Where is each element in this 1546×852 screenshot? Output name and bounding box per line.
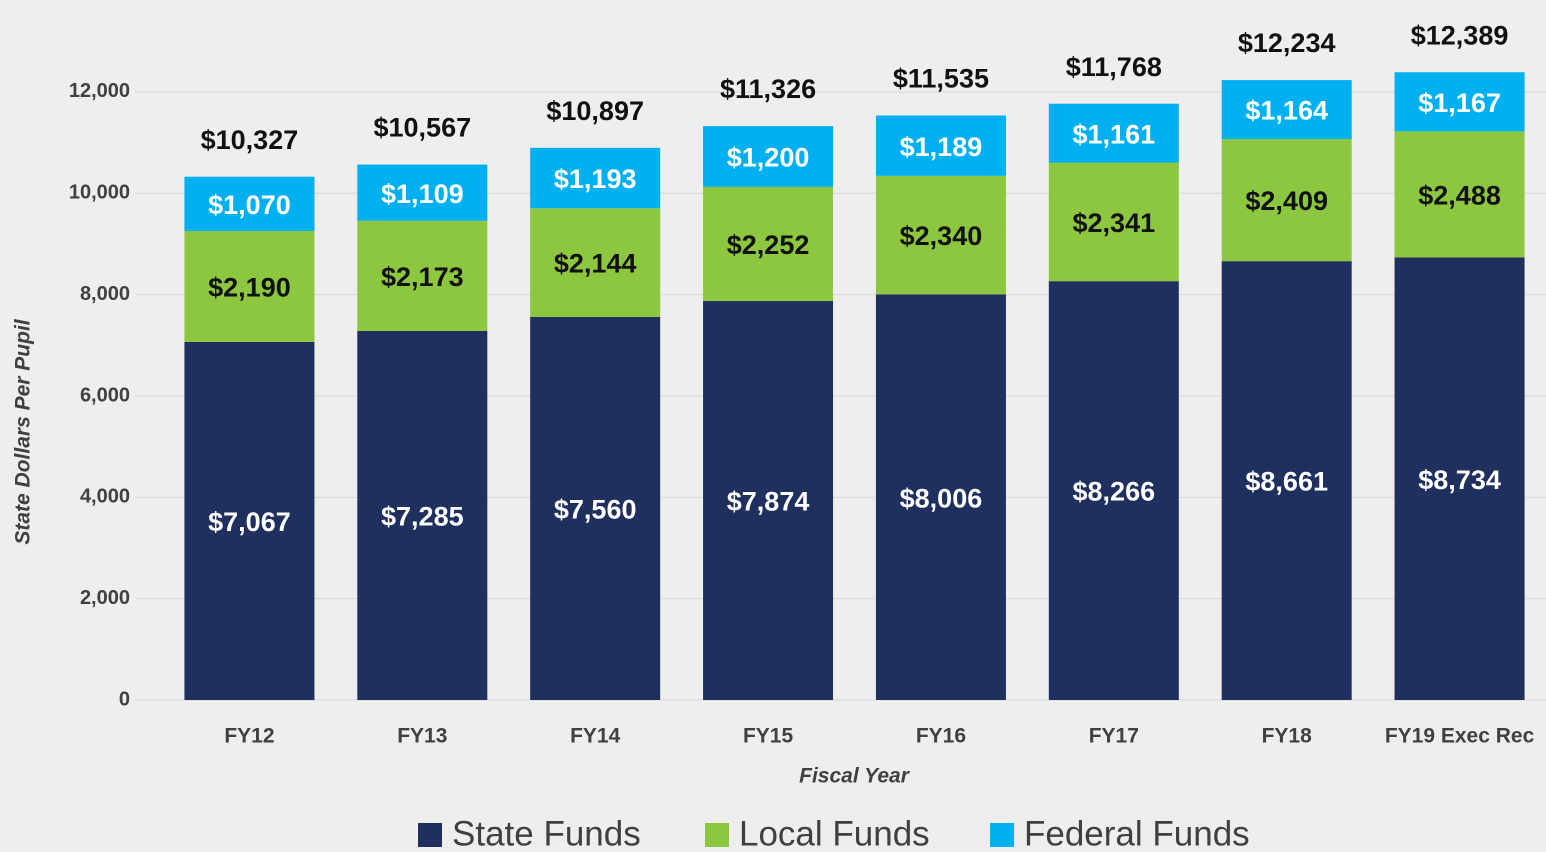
bar-segment bbox=[1048, 103, 1179, 163]
bar-segment bbox=[1394, 131, 1525, 258]
bar-segment bbox=[1221, 139, 1352, 262]
value-label: $8,734 bbox=[1418, 465, 1501, 495]
y-tick-label: 12,000 bbox=[69, 80, 130, 102]
bar-segment bbox=[1048, 281, 1179, 700]
x-tick-label: FY16 bbox=[916, 725, 966, 748]
legend-swatch bbox=[418, 823, 442, 847]
x-tick-label: FY17 bbox=[1089, 725, 1139, 748]
value-label: $7,067 bbox=[208, 507, 291, 537]
value-label: $1,109 bbox=[381, 179, 464, 209]
bar-segment bbox=[530, 147, 661, 209]
total-label: $11,535 bbox=[893, 64, 989, 94]
bar-segment bbox=[1221, 261, 1352, 700]
legend-label: Local Funds bbox=[739, 814, 930, 852]
total-label: $10,897 bbox=[546, 96, 644, 126]
y-axis-title: State Dollars Per Pupil bbox=[12, 318, 35, 544]
value-label: $8,006 bbox=[900, 483, 983, 513]
value-label: $7,560 bbox=[554, 495, 637, 525]
bar-segment bbox=[875, 294, 1006, 700]
value-label: $1,189 bbox=[900, 132, 983, 162]
bar-segment bbox=[357, 220, 488, 331]
value-label: $1,200 bbox=[727, 143, 810, 173]
bar-segment bbox=[703, 126, 834, 187]
bar-segment bbox=[703, 186, 834, 302]
value-label: $2,340 bbox=[900, 221, 983, 251]
bar-segment bbox=[1221, 80, 1352, 140]
y-tick-label: 10,000 bbox=[69, 182, 130, 204]
total-label: $10,327 bbox=[201, 125, 299, 155]
total-label: $12,389 bbox=[1411, 20, 1509, 50]
bar-segment bbox=[703, 301, 834, 700]
value-label: $2,252 bbox=[727, 230, 810, 260]
bar-segment bbox=[875, 175, 1006, 295]
value-label: $2,341 bbox=[1073, 208, 1156, 238]
x-tick-label: FY13 bbox=[397, 725, 447, 748]
total-label: $12,234 bbox=[1238, 28, 1336, 58]
bar-segment bbox=[1048, 162, 1179, 282]
value-label: $8,266 bbox=[1073, 477, 1156, 507]
value-label: $1,070 bbox=[208, 190, 291, 220]
legend-label: Federal Funds bbox=[1024, 814, 1250, 852]
x-tick-label: FY12 bbox=[224, 725, 274, 748]
total-label: $10,567 bbox=[374, 113, 472, 143]
bar-segment bbox=[1394, 257, 1525, 700]
y-tick-label: 0 bbox=[119, 688, 130, 710]
value-label: $2,144 bbox=[554, 249, 637, 279]
legend-swatch bbox=[990, 823, 1014, 847]
value-label: $7,285 bbox=[381, 502, 464, 532]
y-tick-label: 8,000 bbox=[80, 283, 130, 305]
value-label: $1,193 bbox=[554, 164, 637, 194]
bar-segment bbox=[1394, 72, 1525, 132]
value-label: $8,661 bbox=[1245, 467, 1328, 497]
y-tick-label: 4,000 bbox=[80, 486, 130, 508]
bar-segment bbox=[530, 208, 661, 317]
value-label: $1,161 bbox=[1073, 119, 1156, 149]
bar-segment bbox=[184, 341, 315, 700]
value-label: $1,164 bbox=[1245, 96, 1328, 126]
legend-label: State Funds bbox=[452, 814, 641, 852]
x-tick-label: FY19 Exec Rec bbox=[1385, 725, 1535, 748]
value-label: $2,409 bbox=[1245, 186, 1328, 216]
bar-segment bbox=[184, 230, 315, 342]
legend-swatch bbox=[705, 823, 729, 847]
total-label: $11,326 bbox=[720, 74, 816, 104]
x-tick-label: FY14 bbox=[570, 725, 621, 748]
value-label: $2,190 bbox=[208, 273, 291, 303]
value-label: $2,173 bbox=[381, 262, 464, 292]
x-tick-label: FY18 bbox=[1262, 725, 1313, 748]
bar-segment bbox=[357, 330, 488, 700]
value-label: $2,488 bbox=[1418, 181, 1501, 211]
y-tick-label: 6,000 bbox=[80, 384, 130, 406]
bar-segment bbox=[530, 316, 661, 700]
y-tick-label: 2,000 bbox=[80, 587, 130, 609]
x-tick-label: FY15 bbox=[743, 725, 794, 748]
bar-segment bbox=[184, 176, 315, 231]
value-label: $1,167 bbox=[1418, 88, 1501, 118]
bar-segment bbox=[357, 164, 488, 221]
bar-segment bbox=[875, 115, 1006, 176]
x-axis-title: Fiscal Year bbox=[799, 765, 911, 788]
total-label: $11,768 bbox=[1066, 52, 1162, 82]
value-label: $7,874 bbox=[727, 487, 810, 517]
